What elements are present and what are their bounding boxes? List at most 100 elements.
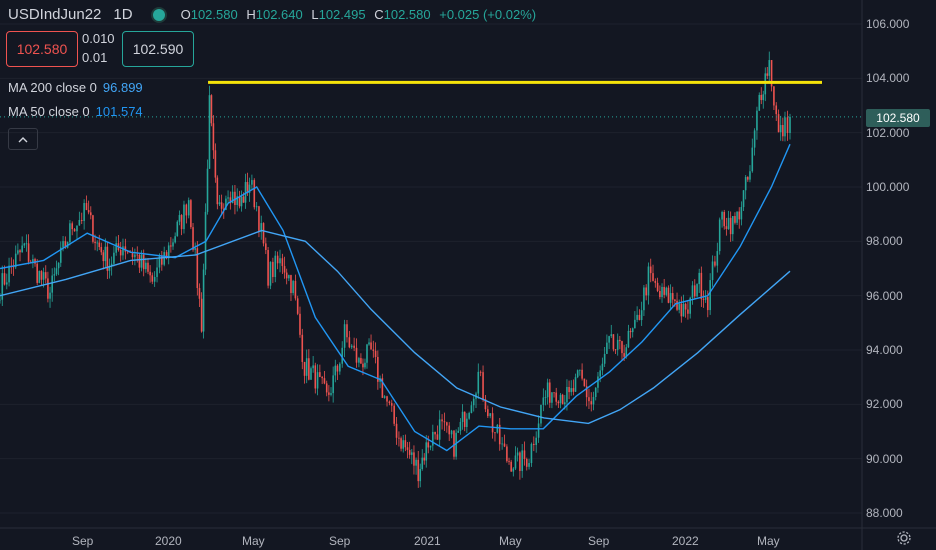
- candle: [581, 363, 583, 381]
- candle: [379, 375, 381, 389]
- ma-200-legend[interactable]: MA 200 close 0 96.899: [8, 80, 143, 95]
- candle: [57, 262, 60, 276]
- candle: [606, 334, 608, 355]
- candle: [498, 417, 501, 451]
- candle: [290, 274, 292, 302]
- candle: [198, 283, 201, 308]
- candle: [682, 294, 685, 317]
- candle: [100, 242, 103, 256]
- candle: [98, 234, 101, 251]
- time-tick: Sep: [72, 534, 94, 548]
- candle: [583, 378, 586, 387]
- candle: [390, 399, 393, 412]
- candle: [667, 285, 670, 304]
- candle: [92, 214, 94, 244]
- candle: [262, 222, 265, 247]
- candle: [472, 396, 475, 412]
- candle: [510, 459, 512, 472]
- candle: [212, 115, 215, 159]
- candle: [612, 334, 615, 352]
- symbol-name[interactable]: USDIndJun22: [8, 6, 102, 23]
- candle: [303, 361, 306, 384]
- candle: [594, 387, 597, 401]
- spread-top: 0.010: [82, 31, 115, 46]
- candle: [12, 259, 15, 276]
- candle: [425, 435, 428, 468]
- candle: [475, 391, 477, 408]
- candle: [402, 435, 405, 453]
- candle: [87, 200, 90, 215]
- candle: [466, 413, 468, 434]
- candle: [570, 380, 573, 396]
- change-value: +0.025 (+0.02%): [439, 7, 537, 22]
- candle: [55, 260, 58, 276]
- candle: [156, 258, 158, 283]
- candle: [455, 429, 457, 460]
- candle: [740, 201, 743, 226]
- candle: [316, 364, 319, 396]
- candle: [44, 265, 47, 284]
- ma-50-legend[interactable]: MA 50 close 0 101.574: [8, 104, 143, 119]
- candle: [328, 385, 330, 402]
- candle: [528, 458, 530, 470]
- price-tick: 96.000: [866, 289, 903, 303]
- candle: [659, 285, 661, 300]
- candle: [588, 388, 590, 409]
- buy-button[interactable]: 102.590: [122, 31, 194, 67]
- candle: [663, 278, 665, 299]
- candle: [1, 265, 4, 307]
- price-tick: 104.000: [866, 71, 910, 85]
- candle: [113, 246, 115, 267]
- candle: [477, 363, 480, 399]
- candle: [691, 281, 694, 305]
- candle: [200, 292, 203, 333]
- collapse-legend-button[interactable]: [8, 128, 38, 150]
- candle: [170, 237, 172, 253]
- symbol-legend[interactable]: USDIndJun22 1D O102.580 H102.640 L102.49…: [8, 6, 541, 23]
- candle: [206, 159, 209, 215]
- candle: [718, 217, 721, 255]
- candle: [779, 115, 782, 141]
- candle: [721, 210, 723, 228]
- candle: [661, 283, 663, 303]
- candle: [636, 306, 638, 323]
- candle: [404, 434, 407, 452]
- candle: [496, 424, 499, 434]
- candle: [400, 436, 402, 452]
- open-value: 102.580: [190, 7, 238, 22]
- candle: [723, 209, 726, 230]
- candle: [227, 190, 229, 204]
- candle: [398, 431, 400, 447]
- candle: [32, 254, 34, 269]
- candle: [654, 278, 657, 288]
- ohlc-values: O102.580 H102.640 L102.495 C102.580 +0.0…: [181, 7, 542, 22]
- candle: [73, 227, 76, 232]
- candle: [388, 400, 391, 406]
- price-tick: 94.000: [866, 343, 903, 357]
- candle: [479, 370, 482, 377]
- candle: [494, 432, 496, 442]
- candle: [381, 373, 384, 398]
- candle: [631, 327, 634, 338]
- candle: [76, 225, 78, 240]
- candle: [753, 128, 756, 156]
- candle: [312, 356, 314, 373]
- candle: [406, 442, 409, 459]
- candle: [117, 234, 120, 252]
- candle: [773, 85, 775, 111]
- open-key: O: [180, 7, 191, 22]
- candle: [83, 199, 85, 230]
- candle: [27, 234, 30, 265]
- candle: [158, 253, 161, 274]
- candle: [178, 210, 181, 226]
- candle: [176, 220, 179, 237]
- gear-icon[interactable]: [896, 530, 912, 546]
- candle: [281, 253, 284, 274]
- candle: [649, 258, 652, 283]
- candle: [334, 359, 337, 383]
- candle: [216, 175, 219, 210]
- interval-label[interactable]: 1D: [113, 6, 133, 23]
- candle: [36, 259, 38, 286]
- sell-button[interactable]: 102.580: [6, 31, 78, 67]
